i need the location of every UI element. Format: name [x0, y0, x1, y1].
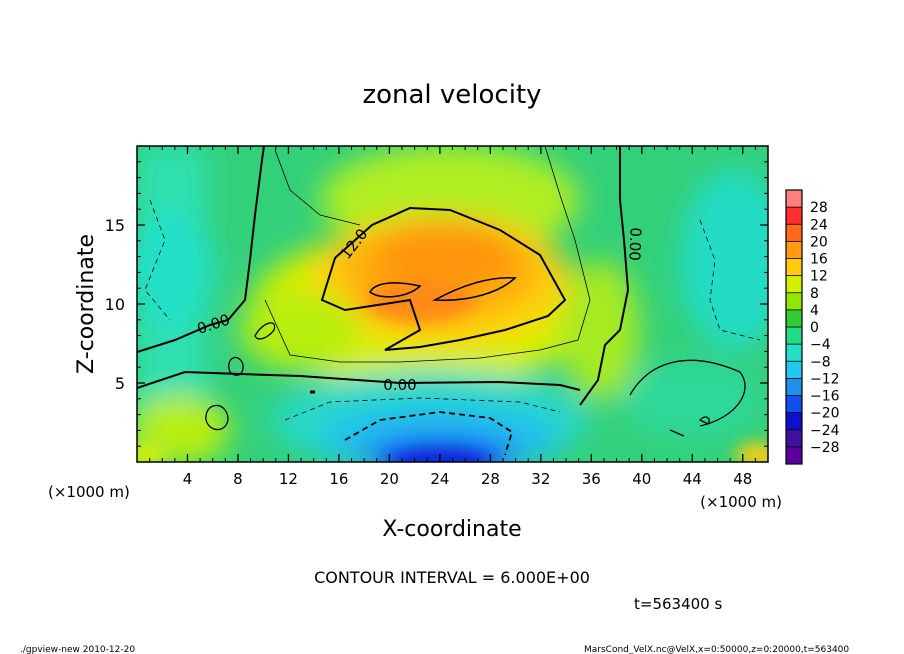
contour-18a [368, 282, 422, 298]
colorbar-segment [786, 258, 802, 277]
footer-right: MarsCond_VelX.nc@VelX,x=0:50000,z=0:2000… [584, 645, 849, 654]
x-tick-label: 36 [582, 470, 601, 488]
colorbar-label: −16 [810, 389, 840, 405]
x-tick-label: 24 [430, 470, 449, 488]
colorbar-label: −12 [810, 371, 840, 387]
contour-neg-12 [344, 411, 514, 456]
colorbar-segment [786, 344, 802, 362]
x-tick-label: 28 [481, 470, 500, 488]
heatmap-field: 12.0 0.00 0.00 0.00 [137, 146, 768, 462]
colorbar-segment [786, 275, 802, 294]
colorbar-segment [786, 378, 802, 396]
colorbar-segment [786, 412, 802, 431]
x-tick-label: 40 [632, 470, 651, 488]
colorbar-label: 8 [810, 286, 819, 302]
contour-zero-right [579, 146, 630, 406]
x-units-right: (×1000 m) [700, 493, 782, 511]
contour-islands-right [629, 359, 746, 427]
colorbar-label: −28 [810, 440, 840, 456]
y-axis-ticks: 5 10 15 [105, 161, 768, 447]
colorbar-segment [786, 446, 802, 465]
colorbar-label: −24 [810, 423, 840, 439]
contour-12 [320, 206, 567, 351]
x-tick-label: 20 [380, 470, 399, 488]
x-tick-label: 16 [329, 470, 348, 488]
colorbar-label: −20 [810, 406, 840, 422]
colorbar-label: 20 [810, 234, 828, 250]
x-tick-label: 44 [683, 470, 702, 488]
colorbar-label: 0 [810, 320, 819, 336]
colorbar-label: −4 [810, 337, 831, 353]
colorbar-label: 28 [810, 200, 828, 216]
colorbar-segment [786, 429, 802, 448]
contour-6 [264, 146, 591, 363]
contour-neg-6-right [699, 219, 761, 341]
colorbar-label: 16 [810, 252, 828, 268]
y-axis-label: Z-coordinate [74, 234, 99, 374]
colorbar-segment [786, 309, 802, 328]
colorbar-segment [786, 292, 802, 311]
colorbar-label: 12 [810, 269, 828, 285]
contour-island-2 [254, 322, 276, 340]
x-axis-label: X-coordinate [382, 517, 521, 542]
colorbar-segment [786, 190, 802, 208]
y-tick-label: 5 [115, 374, 125, 393]
y-tick-label: 15 [105, 216, 125, 235]
colorbar-segment [786, 361, 802, 379]
x-tick-label: 8 [233, 470, 243, 488]
contour-label-zero-low: 0.00 [383, 376, 416, 394]
contour-interval-text: CONTOUR INTERVAL = 6.000E+00 [314, 568, 590, 587]
colorbar-label: 4 [810, 303, 819, 319]
contour-label-zero-right: 0.00 [625, 227, 644, 261]
contour-18b [432, 276, 517, 302]
x-tick-label: 12 [279, 470, 298, 488]
colorbar-segment [786, 224, 802, 242]
footer-left: ./gpview-new 2010-12-20 [20, 645, 135, 654]
colorbar-segment [786, 207, 802, 225]
contour-zero-low [137, 370, 581, 391]
colorbar-label: −8 [810, 354, 831, 370]
x-tick-label: 32 [531, 470, 550, 488]
colorbar-label: 24 [810, 217, 828, 233]
contour-zero-left [137, 146, 265, 353]
colorbar-segment [786, 395, 802, 414]
colorbar-segment [786, 241, 802, 259]
contour-neg-6-left [144, 199, 171, 321]
contour-neg-6 [284, 397, 561, 421]
chart-title: zonal velocity [362, 80, 541, 110]
x-tick-label: 48 [733, 470, 752, 488]
contour-island-1 [228, 356, 244, 376]
colorbar-segment [786, 327, 802, 345]
contour-6-upper [274, 149, 361, 226]
contour-island-3 [205, 404, 229, 431]
x-units-left: (×1000 m) [48, 483, 130, 501]
x-axis-ticks: 4 8 12 16 20 24 28 32 36 40 44 48 [149, 146, 756, 488]
contour-lines [137, 146, 761, 456]
time-text: t=563400 s [634, 595, 722, 613]
y-tick-label: 10 [105, 295, 125, 314]
x-tick-label: 4 [183, 470, 193, 488]
